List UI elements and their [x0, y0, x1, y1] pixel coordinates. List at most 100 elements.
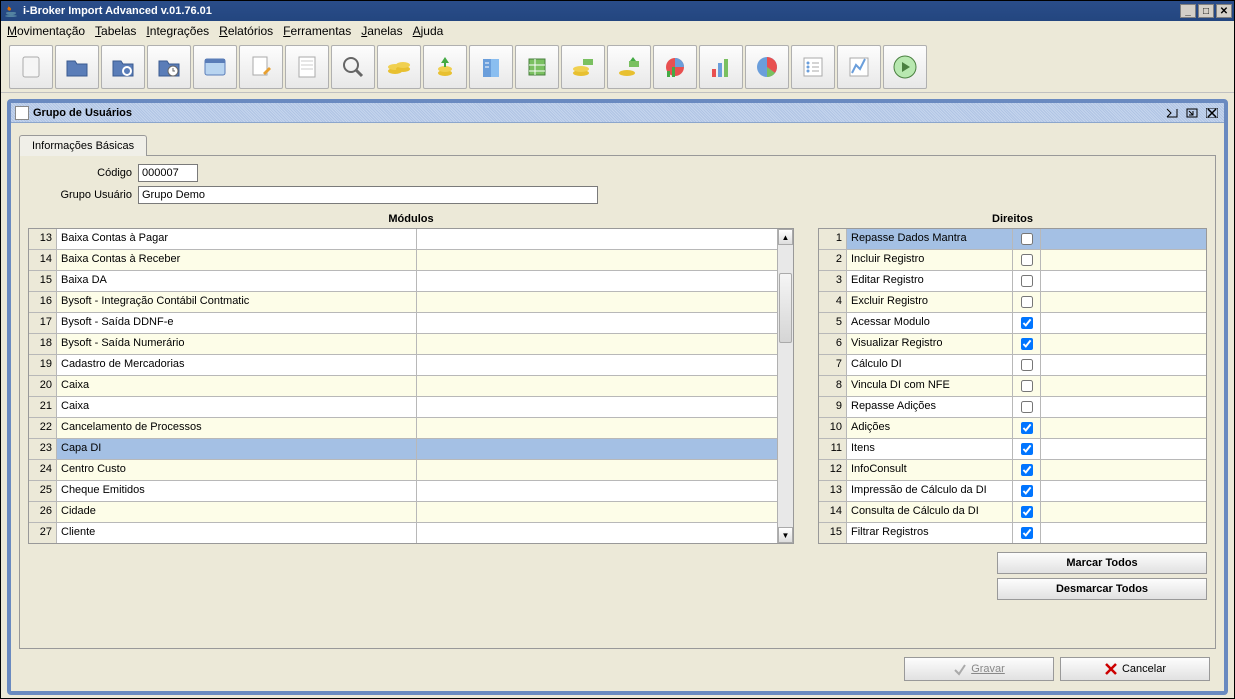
direito-checkbox[interactable]	[1021, 275, 1033, 287]
modulos-row[interactable]: 14Baixa Contas à Receber	[29, 250, 777, 271]
row-number: 19	[29, 355, 57, 375]
modulos-row[interactable]: 25Cheque Emitidos	[29, 481, 777, 502]
direito-checkbox[interactable]	[1021, 254, 1033, 266]
direitos-row[interactable]: 13Impressão de Cálculo da DI	[819, 481, 1206, 502]
codigo-input[interactable]	[138, 164, 198, 182]
cancelar-button[interactable]: Cancelar	[1060, 657, 1210, 681]
menu-movimentao[interactable]: Movimentação	[7, 24, 85, 38]
modulos-row[interactable]: 22Cancelamento de Processos	[29, 418, 777, 439]
direito-name: Repasse Adições	[847, 397, 1013, 417]
modulos-row[interactable]: 19Cadastro de Mercadorias	[29, 355, 777, 376]
modulos-row[interactable]: 18Bysoft - Saída Numerário	[29, 334, 777, 355]
toolbar-pie-button[interactable]	[745, 45, 789, 89]
panel-minimize-button[interactable]	[1164, 106, 1180, 120]
modulos-row[interactable]: 13Baixa Contas à Pagar	[29, 229, 777, 250]
toolbar-money-button[interactable]	[561, 45, 605, 89]
direito-checkbox[interactable]	[1021, 506, 1033, 518]
grupo-usuario-input[interactable]	[138, 186, 598, 204]
menu-tabelas[interactable]: Tabelas	[95, 24, 136, 38]
direito-checkbox[interactable]	[1021, 359, 1033, 371]
toolbar-window-button[interactable]	[193, 45, 237, 89]
menu-ferramentas[interactable]: Ferramentas	[283, 24, 351, 38]
row-number: 2	[819, 250, 847, 270]
direito-name: InfoConsult	[847, 460, 1013, 480]
toolbar-book-button[interactable]	[469, 45, 513, 89]
direitos-row[interactable]: 11Itens	[819, 439, 1206, 460]
toolbar-list-button[interactable]	[791, 45, 835, 89]
toolbar-sheet-button[interactable]	[515, 45, 559, 89]
toolbar-coins-up-button[interactable]	[423, 45, 467, 89]
modulos-grid: 13Baixa Contas à Pagar14Baixa Contas à R…	[28, 228, 794, 544]
scroll-down-button[interactable]: ▼	[778, 527, 793, 543]
direitos-row[interactable]: 9Repasse Adições	[819, 397, 1206, 418]
direitos-row[interactable]: 2Incluir Registro	[819, 250, 1206, 271]
direitos-row[interactable]: 14Consulta de Cálculo da DI	[819, 502, 1206, 523]
direito-checkbox[interactable]	[1021, 443, 1033, 455]
toolbar-graph-button[interactable]	[837, 45, 881, 89]
direitos-row[interactable]: 6Visualizar Registro	[819, 334, 1206, 355]
maximize-button[interactable]: □	[1198, 4, 1214, 18]
direito-checkbox[interactable]	[1021, 317, 1033, 329]
toolbar-money-arrow-button[interactable]	[607, 45, 651, 89]
direitos-row[interactable]: 12InfoConsult	[819, 460, 1206, 481]
close-button[interactable]: ✕	[1216, 4, 1232, 18]
modulos-row[interactable]: 16Bysoft - Integração Contábil Contmatic	[29, 292, 777, 313]
toolbar-edit-button[interactable]	[239, 45, 283, 89]
toolbar-magnifier-button[interactable]	[331, 45, 375, 89]
tab-informacoes-basicas[interactable]: Informações Básicas	[19, 135, 147, 156]
direito-checkbox[interactable]	[1021, 233, 1033, 245]
menu-integraes[interactable]: Integrações	[146, 24, 209, 38]
direitos-row[interactable]: 3Editar Registro	[819, 271, 1206, 292]
direito-checkbox[interactable]	[1021, 338, 1033, 350]
modulos-row[interactable]: 23Capa DI	[29, 439, 777, 460]
modulos-row[interactable]: 24Centro Custo	[29, 460, 777, 481]
toolbar-chart-pie-button[interactable]	[653, 45, 697, 89]
toolbar-folder-clock-button[interactable]	[147, 45, 191, 89]
toolbar-play-button[interactable]	[883, 45, 927, 89]
modulos-scrollbar[interactable]: ▲ ▼	[777, 229, 793, 543]
toolbar-doc-button[interactable]	[9, 45, 53, 89]
modulos-row[interactable]: 15Baixa DA	[29, 271, 777, 292]
modulos-row[interactable]: 17Bysoft - Saída DDNF-e	[29, 313, 777, 334]
direito-checkbox[interactable]	[1021, 422, 1033, 434]
modulo-name: Centro Custo	[57, 460, 417, 480]
panel-maximize-button[interactable]	[1184, 106, 1200, 120]
desmarcar-todos-button[interactable]: Desmarcar Todos	[997, 578, 1207, 600]
menu-relatrios[interactable]: Relatórios	[219, 24, 273, 38]
toolbar-page-button[interactable]	[285, 45, 329, 89]
toolbar-chart-bar-button[interactable]	[699, 45, 743, 89]
direitos-row[interactable]: 5Acessar Modulo	[819, 313, 1206, 334]
modulos-row[interactable]: 20Caixa	[29, 376, 777, 397]
modulos-row[interactable]: 27Cliente	[29, 523, 777, 543]
direitos-row[interactable]: 7Cálculo DI	[819, 355, 1206, 376]
direito-checkbox[interactable]	[1021, 485, 1033, 497]
marcar-todos-button[interactable]: Marcar Todos	[997, 552, 1207, 574]
toolbar-folder-button[interactable]	[55, 45, 99, 89]
menu-ajuda[interactable]: Ajuda	[413, 24, 444, 38]
row-number: 20	[29, 376, 57, 396]
modulos-row[interactable]: 21Caixa	[29, 397, 777, 418]
cancelar-label: Cancelar	[1122, 663, 1166, 675]
menu-janelas[interactable]: Janelas	[361, 24, 402, 38]
direito-checkbox[interactable]	[1021, 380, 1033, 392]
row-number: 1	[819, 229, 847, 249]
modulos-row[interactable]: 26Cidade	[29, 502, 777, 523]
direito-checkbox[interactable]	[1021, 527, 1033, 539]
panel-icon	[15, 106, 29, 120]
toolbar-folder-search-button[interactable]	[101, 45, 145, 89]
minimize-button[interactable]: _	[1180, 4, 1196, 18]
direitos-row[interactable]: 15Filtrar Registros	[819, 523, 1206, 543]
direitos-row[interactable]: 10Adições	[819, 418, 1206, 439]
scroll-thumb[interactable]	[779, 273, 792, 343]
scroll-up-button[interactable]: ▲	[778, 229, 793, 245]
gravar-button[interactable]: Gravar	[904, 657, 1054, 681]
row-number: 6	[819, 334, 847, 354]
direito-checkbox[interactable]	[1021, 296, 1033, 308]
direitos-row[interactable]: 1Repasse Dados Mantra	[819, 229, 1206, 250]
toolbar-coins-button[interactable]	[377, 45, 421, 89]
direito-checkbox[interactable]	[1021, 464, 1033, 476]
direitos-row[interactable]: 8Vincula DI com NFE	[819, 376, 1206, 397]
direito-checkbox[interactable]	[1021, 401, 1033, 413]
direitos-row[interactable]: 4Excluir Registro	[819, 292, 1206, 313]
panel-close-button[interactable]	[1204, 106, 1220, 120]
